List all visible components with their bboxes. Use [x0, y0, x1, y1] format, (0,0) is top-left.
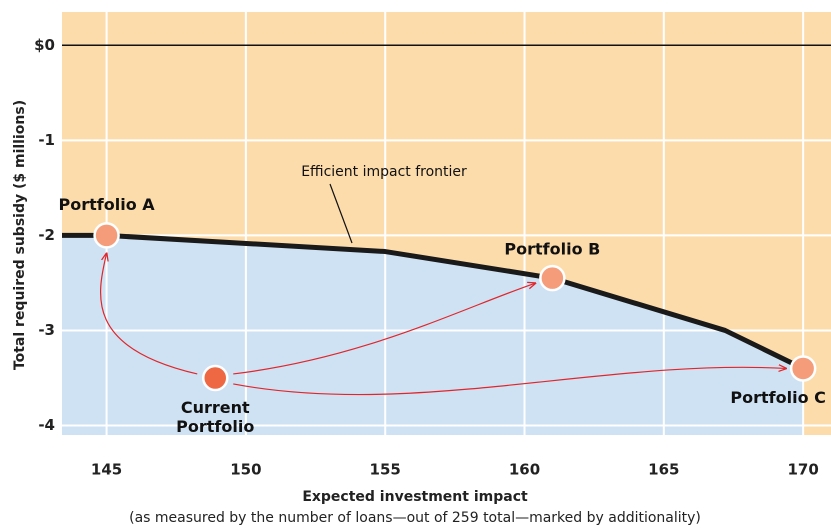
arrow	[233, 367, 786, 396]
arrow	[100, 253, 198, 375]
annotation: Efficient impact frontier	[301, 164, 467, 180]
point-label: Portfolio C	[730, 388, 825, 407]
below-area	[62, 235, 804, 435]
portfolio-point	[789, 355, 817, 382]
arrow	[233, 283, 535, 375]
y-axis-title: Total required subsidy ($ millions)	[12, 100, 28, 370]
point-label: Portfolio B	[504, 240, 600, 259]
x-axis-title: Expected investment impact	[302, 489, 528, 505]
annotation-leader	[329, 183, 353, 244]
x-tick-label: 150	[230, 461, 261, 479]
y-tick-label: -2	[38, 226, 55, 244]
point-label: Portfolio A	[59, 195, 156, 214]
y-tick-label: -3	[38, 321, 55, 339]
x-tick-label: 160	[509, 461, 540, 479]
x-tick-label: 170	[787, 461, 818, 479]
portfolio-point	[93, 222, 120, 249]
x-axis-subtitle: (as measured by the number of loans—out …	[129, 510, 701, 526]
portfolio-point	[201, 364, 229, 392]
x-tick-label: 155	[370, 461, 401, 479]
y-tick-label: -1	[38, 131, 55, 149]
portfolio-point	[539, 264, 566, 292]
point-label: Current Portfolio	[176, 397, 255, 436]
y-tick-label: $0	[34, 36, 55, 54]
x-tick-label: 145	[91, 461, 122, 479]
y-tick-label: -4	[38, 416, 55, 434]
x-tick-label: 165	[648, 461, 679, 479]
